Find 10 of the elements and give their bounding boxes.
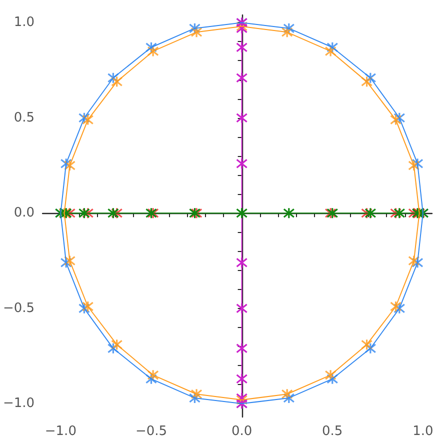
x-tick-label: 1.0	[412, 424, 434, 438]
x-tick-label: 0.5	[322, 424, 343, 438]
x-tick-label: −0.5	[135, 424, 168, 438]
y-tick-label: −1.0	[2, 396, 35, 412]
y-tick-label: 0.5	[14, 110, 35, 126]
y-tick-label: −0.5	[2, 300, 35, 316]
x-tick-label: −1.0	[44, 424, 76, 438]
y-tick-label: 1.0	[14, 15, 35, 30]
y-tick-label: 0.0	[14, 206, 35, 221]
x-tick-label: 0.0	[231, 424, 252, 438]
